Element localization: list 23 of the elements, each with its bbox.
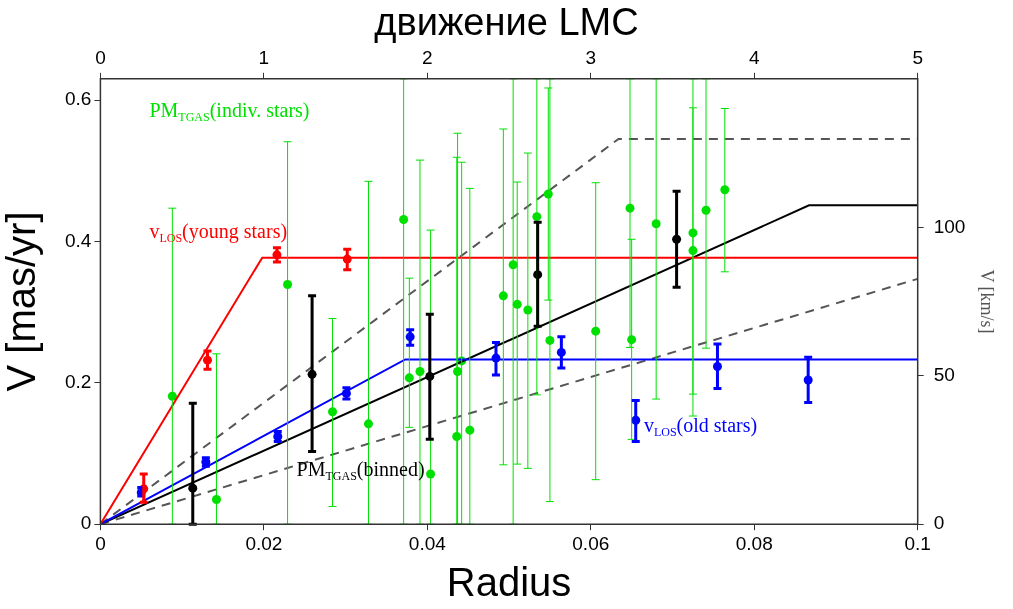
- y2-tick-label: 0: [933, 512, 945, 534]
- chart-title: движение LMC: [373, 0, 640, 44]
- x-tick-label: 0: [95, 532, 106, 554]
- x2-tick-label: 2: [422, 46, 433, 68]
- y2-axis-title: V [km/s]: [977, 269, 998, 334]
- y-tick-label: 0.6: [64, 88, 92, 110]
- x2-tick-label: 1: [258, 46, 270, 68]
- x2-tick-label: 0: [95, 46, 106, 68]
- x2-tick-label: 4: [748, 46, 760, 68]
- y-axis-title: V [mas/yr]: [0, 211, 44, 392]
- x-tick-label: 0.1: [904, 532, 931, 554]
- y-tick-label: 0: [80, 512, 92, 534]
- x-tick-label: 0.08: [735, 532, 773, 554]
- x2-tick-label: 5: [912, 46, 923, 68]
- x2-tick-label: 3: [585, 46, 597, 68]
- y-tick-label: 0.4: [64, 229, 92, 251]
- x-tick-label: 0.06: [572, 532, 610, 554]
- y2-tick-label: 50: [933, 363, 955, 385]
- y-tick-label: 0.2: [64, 371, 92, 393]
- x-axis-title: Radius: [446, 560, 572, 605]
- y2-tick-label: 100: [933, 215, 966, 237]
- x-tick-label: 0.02: [245, 532, 283, 554]
- x-tick-label: 0.04: [408, 532, 447, 554]
